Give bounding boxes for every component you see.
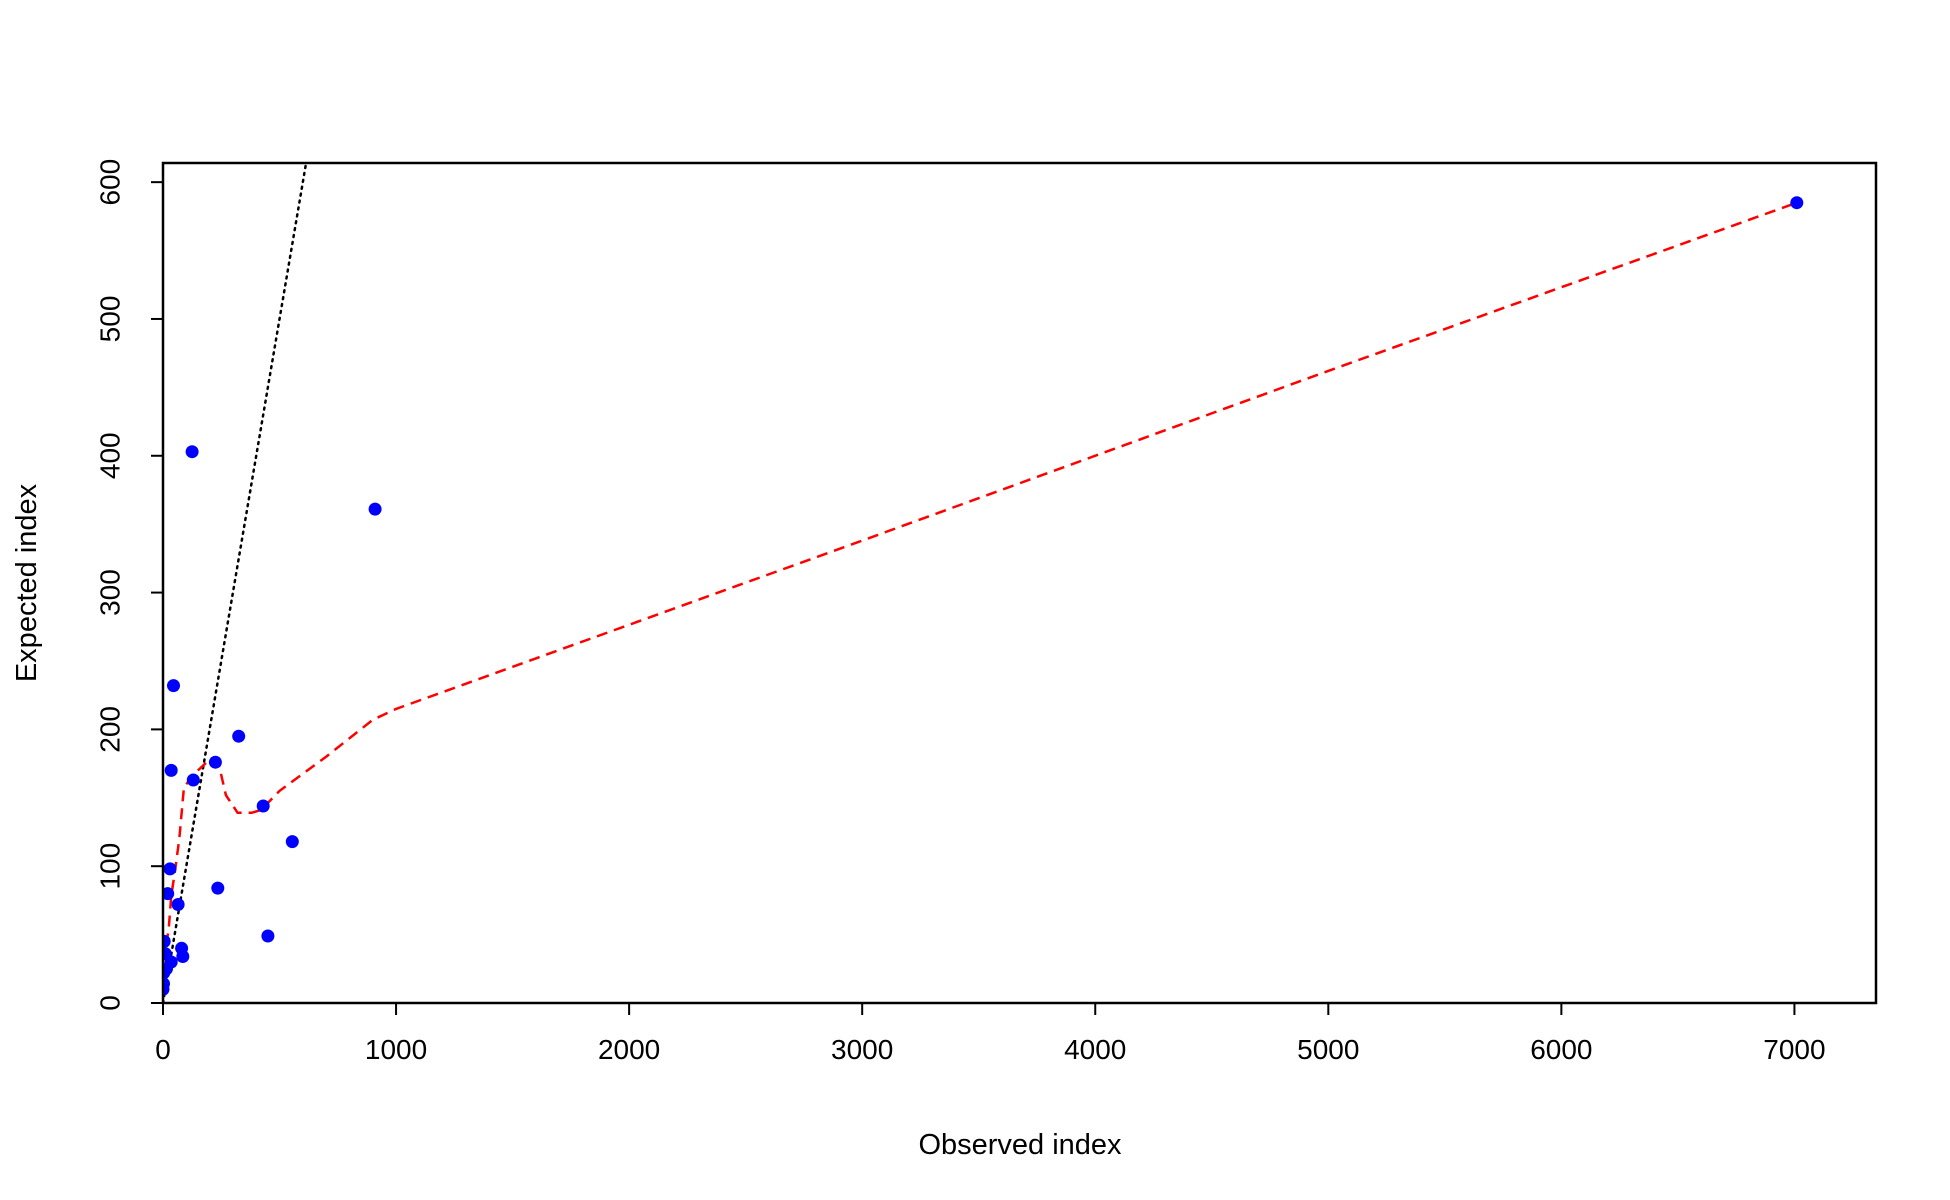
data-point bbox=[171, 898, 185, 911]
data-point bbox=[368, 502, 382, 516]
data-point bbox=[285, 835, 299, 849]
y-tick-label: 200 bbox=[94, 706, 125, 753]
x-tick-label: 7000 bbox=[1763, 1034, 1825, 1065]
x-axis: 0 1000 2000 3000 4000 5000 6000 7000 bbox=[155, 1002, 1826, 1065]
x-tick-label: 1000 bbox=[365, 1034, 427, 1065]
data-point bbox=[163, 977, 170, 991]
x-tick-label: 0 bbox=[155, 1034, 171, 1065]
data-point bbox=[232, 729, 246, 743]
y-tick-label: 0 bbox=[94, 995, 125, 1011]
y-tick-label: 300 bbox=[94, 569, 125, 616]
data-point bbox=[185, 445, 199, 459]
data-point bbox=[163, 887, 175, 901]
data-point bbox=[163, 862, 177, 876]
y-tick-label: 500 bbox=[94, 296, 125, 343]
x-tick-label: 4000 bbox=[1064, 1034, 1126, 1065]
data-point bbox=[163, 934, 171, 948]
x-tick-label: 3000 bbox=[831, 1034, 893, 1065]
x-axis-title: Observed index bbox=[918, 1129, 1122, 1161]
data-point bbox=[208, 755, 222, 769]
x-tick-label: 6000 bbox=[1530, 1034, 1592, 1065]
x-tick-label: 5000 bbox=[1297, 1034, 1359, 1065]
y-tick-label: 600 bbox=[94, 159, 125, 206]
data-point bbox=[1790, 196, 1804, 210]
data-point bbox=[164, 763, 178, 777]
y-axis-title: Expected index bbox=[11, 483, 43, 682]
data-point bbox=[211, 881, 225, 895]
y-tick-label: 100 bbox=[94, 843, 125, 890]
reference-line bbox=[163, 163, 308, 1003]
data-point bbox=[261, 929, 275, 943]
data-point bbox=[256, 799, 270, 813]
smooth-line bbox=[163, 201, 1798, 963]
data-point bbox=[167, 679, 180, 693]
plot-frame bbox=[161, 161, 1878, 1005]
data-point bbox=[164, 955, 178, 969]
y-tick-label: 400 bbox=[94, 432, 125, 479]
data-point bbox=[186, 773, 200, 787]
plot-area bbox=[163, 163, 1804, 1003]
data-point bbox=[176, 950, 190, 963]
x-tick-label: 2000 bbox=[598, 1034, 660, 1065]
